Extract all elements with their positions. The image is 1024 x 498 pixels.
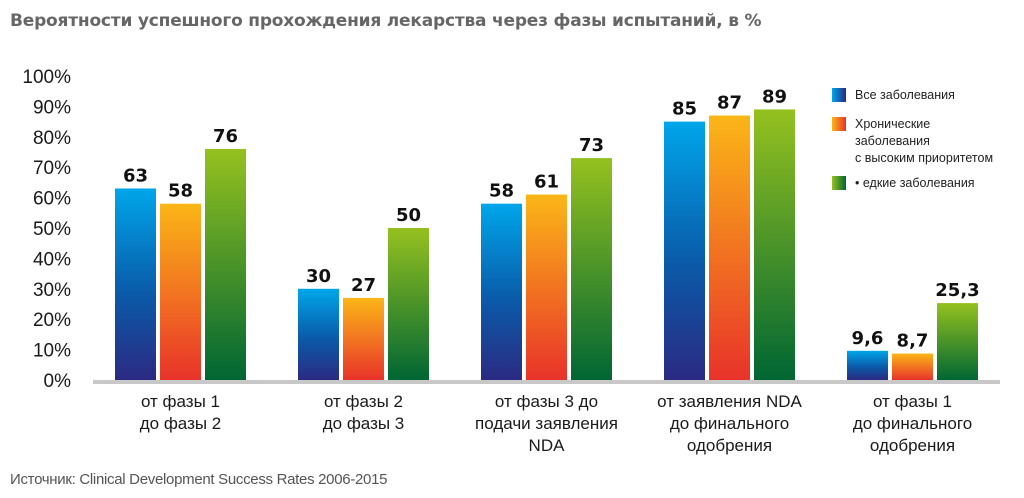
y-tick-label: 10%	[33, 341, 71, 362]
value-label: 25,3	[935, 280, 979, 301]
y-tick-label: 70%	[33, 158, 71, 179]
value-label: 8,7	[897, 331, 929, 352]
bar-orange	[526, 194, 567, 380]
value-label: 63	[123, 165, 148, 186]
bar-orange	[160, 203, 201, 380]
x-tick-label: от фазы 2	[324, 392, 403, 411]
legend: Все заболевания Хронические заболевания с в…	[832, 88, 993, 190]
bar-green	[205, 148, 246, 380]
legend-label: Хронические	[855, 117, 930, 131]
bar-blue	[664, 121, 705, 380]
source-note: Источник: Clinical Development Success R…	[10, 471, 388, 488]
bar-green	[388, 228, 429, 380]
bar-green	[754, 109, 795, 380]
value-label: 61	[534, 172, 559, 193]
value-label: 9,6	[852, 328, 884, 349]
y-tick-label: 60%	[33, 189, 71, 210]
y-tick-label: 0%	[44, 371, 72, 392]
value-label: 50	[396, 205, 421, 226]
legend-label: Все заболевания	[855, 88, 955, 102]
y-tick-label: 40%	[33, 249, 71, 270]
legend-swatch-orange	[832, 117, 846, 131]
bar-green	[937, 303, 978, 380]
legend-label: заболевания	[855, 134, 930, 148]
y-tick-label: 20%	[33, 310, 71, 331]
value-label: 73	[579, 135, 604, 156]
y-tick-label: 80%	[33, 128, 71, 149]
legend-swatch-green	[832, 176, 846, 190]
value-label: 58	[489, 181, 514, 202]
x-tick-label: до фазы 3	[323, 414, 405, 433]
value-label: 27	[351, 275, 376, 296]
bar-blue	[847, 350, 888, 380]
bar-blue	[115, 188, 156, 380]
x-tick-label: до фазы 2	[140, 414, 222, 433]
y-tick-label: 90%	[33, 97, 71, 118]
bar-orange	[709, 115, 750, 381]
value-label: 87	[717, 93, 742, 114]
value-label: 85	[672, 99, 697, 120]
x-tick-label: одобрения	[687, 436, 772, 455]
x-tick-label: одобрения	[870, 436, 955, 455]
value-labels: 63 30 58 85 9,6 58 27 61 87 8,7 76 50 73 89 25,3	[123, 86, 980, 351]
bars	[115, 109, 978, 381]
value-label: 89	[762, 86, 787, 107]
x-tick-label: до финального	[853, 414, 972, 433]
bar-blue	[298, 288, 339, 380]
bar-green	[571, 158, 612, 380]
value-label: 58	[168, 181, 193, 202]
y-axis: 0% 10% 20% 30% 40% 50% 60% 70% 80% 90% 100%	[22, 67, 71, 392]
x-tick-label: от фазы 1	[873, 392, 952, 411]
x-tick-label: от заявления NDA	[657, 392, 802, 411]
bar-orange	[343, 297, 384, 380]
legend-label: с высоким приоритетом	[855, 151, 993, 165]
bar-orange	[892, 353, 933, 380]
x-tick-label: до финального	[670, 414, 789, 433]
y-tick-label: 50%	[33, 219, 71, 240]
legend-label: • едкие заболевания	[855, 176, 975, 190]
chart-title: Вероятности успешного прохождения лекарс…	[10, 11, 762, 31]
legend-swatch-blue	[832, 88, 846, 102]
y-tick-label: 100%	[22, 67, 71, 88]
value-label: 76	[213, 126, 238, 147]
value-label: 30	[306, 266, 331, 287]
x-tick-label: от фазы 1	[141, 392, 220, 411]
x-tick-label: от фазы 3 до	[495, 392, 598, 411]
x-tick-label: подачи заявления	[475, 414, 618, 433]
y-tick-label: 30%	[33, 280, 71, 301]
x-tick-label: NDA	[529, 436, 566, 455]
x-axis-labels: от фазы 1 до фазы 2 от фазы 2 до фазы 3 от ф…	[140, 392, 972, 455]
bar-blue	[481, 203, 522, 380]
